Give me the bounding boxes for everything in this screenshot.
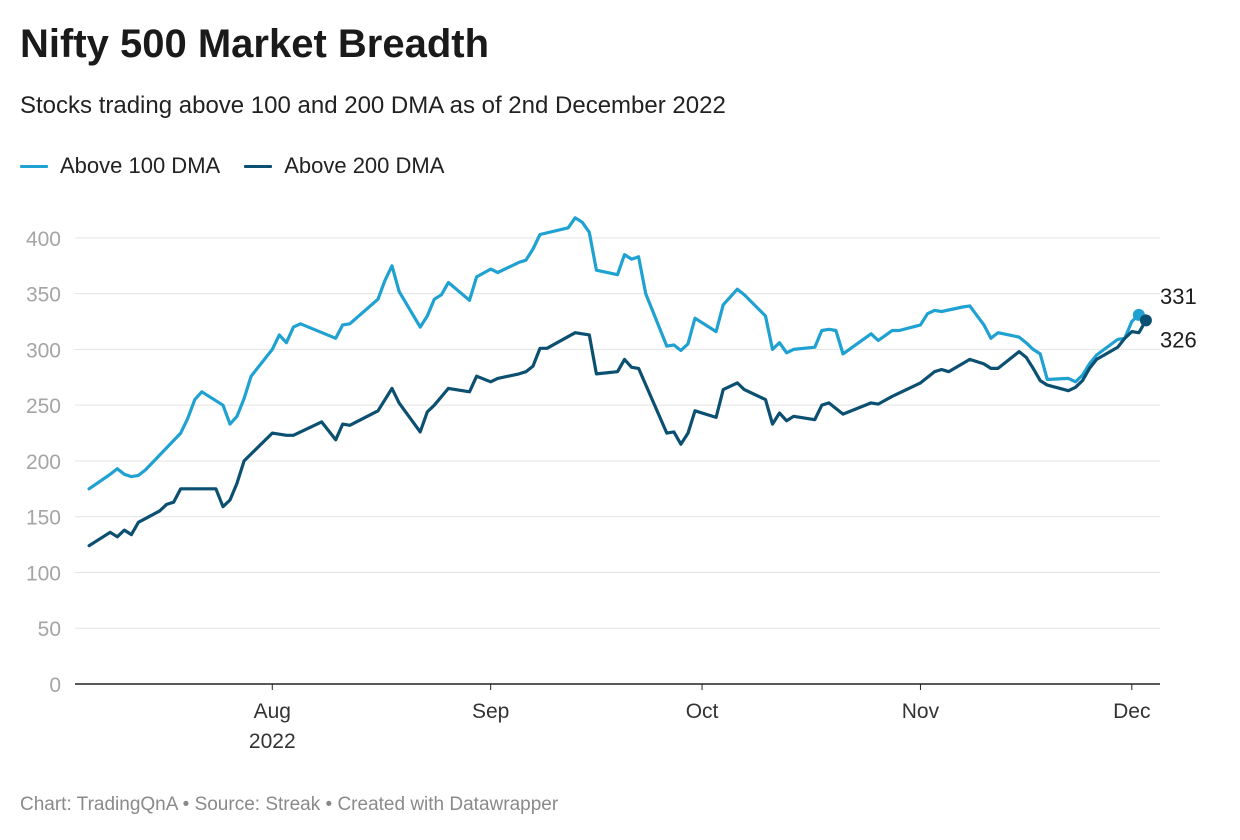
x-tick-label-nov: Nov (902, 700, 940, 723)
series-line-above-200-dma (87, 318, 1148, 548)
end-label-above-100-dma: 331 (1160, 284, 1197, 309)
chart-title: Nifty 500 Market Breadth (20, 22, 490, 66)
legend-item-above-200: Above 200 DMA (244, 153, 444, 179)
y-tick-label-300: 300 (26, 339, 61, 362)
end-label-above-200-dma: 326 (1160, 327, 1197, 352)
y-tick-label-150: 150 (26, 507, 61, 530)
y-tick-label-50: 50 (38, 618, 61, 641)
x-tick-label-aug: Aug (254, 700, 291, 723)
x-tick-label-dec: Dec (1113, 700, 1150, 723)
legend-swatch-above-100 (20, 164, 48, 168)
y-tick-label-200: 200 (26, 451, 61, 474)
x-tick-sublabel-aug: 2022 (249, 730, 296, 753)
y-tick-label-350: 350 (26, 284, 61, 307)
legend: Above 100 DMA Above 200 DMA (20, 153, 468, 179)
y-tick-label-250: 250 (26, 395, 61, 418)
y-tick-label-0: 0 (49, 674, 61, 697)
legend-swatch-above-200 (244, 164, 273, 168)
x-tick-label-sep: Sep (472, 700, 509, 723)
end-marker-above-200-dma (1139, 314, 1152, 327)
series-line-above-100-dma (87, 216, 1141, 491)
legend-label-above-100: Above 100 DMA (60, 153, 221, 178)
legend-item-above-100: Above 100 DMA (20, 153, 220, 179)
y-tick-label-100: 100 (26, 562, 61, 585)
y-tick-label-400: 400 (26, 228, 61, 251)
x-tick-label-oct: Oct (686, 700, 719, 723)
legend-label-above-200: Above 200 DMA (284, 153, 445, 178)
chart-subtitle: Stocks trading above 100 and 200 DMA as … (20, 92, 726, 119)
chart-footer: Chart: TradingQnA • Source: Streak • Cre… (20, 794, 559, 815)
